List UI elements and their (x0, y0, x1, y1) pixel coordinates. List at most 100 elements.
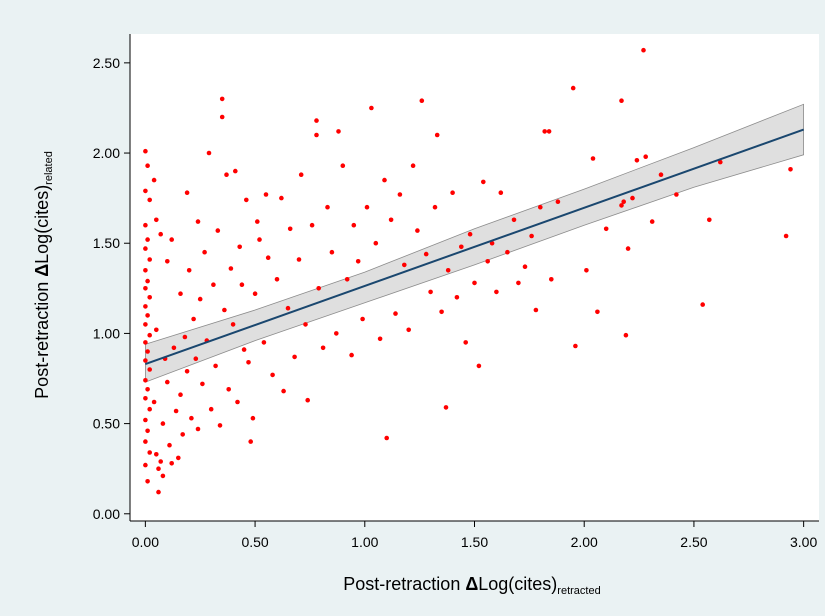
data-point (248, 439, 253, 444)
data-point (783, 233, 789, 239)
data-point (145, 428, 150, 434)
data-point (467, 231, 473, 237)
data-point (237, 244, 242, 250)
data-point (355, 259, 361, 264)
data-point (219, 96, 225, 102)
data-point (224, 172, 229, 177)
data-point (158, 459, 163, 464)
y-axis-title-subscript: related (43, 151, 55, 185)
data-point (443, 405, 449, 410)
data-point (263, 192, 269, 197)
data-point (320, 345, 326, 351)
data-point (522, 264, 528, 270)
data-point (143, 378, 148, 383)
data-point (143, 340, 148, 345)
data-point (145, 163, 150, 168)
data-point (309, 222, 315, 228)
data-point (143, 417, 148, 423)
data-point (397, 192, 403, 197)
data-point (450, 190, 455, 195)
confidence-band (145, 103, 804, 383)
data-point (388, 217, 394, 223)
data-point (707, 217, 712, 223)
x-axis-title-prefix: Post-retraction (343, 574, 465, 594)
data-point (193, 356, 199, 362)
data-point (287, 226, 293, 232)
data-point (235, 399, 240, 405)
data-point (584, 268, 589, 273)
data-point (364, 204, 370, 210)
data-point (180, 432, 185, 437)
data-point (481, 179, 486, 185)
data-point (384, 435, 390, 441)
data-point (410, 163, 416, 168)
data-point (261, 340, 267, 345)
data-point (191, 316, 196, 322)
data-point (344, 277, 350, 282)
data-point (329, 249, 335, 255)
data-point (630, 195, 635, 201)
data-point (219, 114, 225, 120)
data-point (143, 222, 148, 228)
data-point (340, 163, 346, 168)
data-point (215, 228, 221, 233)
x-tick-label: 1.50 (461, 534, 488, 550)
data-point (147, 295, 152, 300)
data-point (143, 439, 148, 444)
y-axis-title-prefix: Post-retraction (32, 277, 52, 399)
data-point (621, 199, 626, 204)
data-point (494, 289, 499, 295)
data-point (325, 204, 330, 210)
data-point (143, 188, 148, 194)
data-point (489, 240, 495, 246)
data-point (305, 397, 311, 403)
data-point (147, 367, 152, 372)
data-point (316, 286, 322, 291)
data-point (674, 192, 679, 197)
data-point (222, 307, 227, 313)
data-point (147, 332, 152, 338)
data-point (143, 322, 148, 327)
x-axis-title-subscript: retracted (557, 585, 600, 597)
data-point (143, 268, 148, 273)
data-point (336, 129, 341, 134)
x-tick-label: 1.00 (351, 534, 378, 550)
data-point (529, 233, 534, 239)
data-point (423, 251, 429, 257)
data-point (151, 399, 157, 405)
data-point (454, 295, 460, 300)
data-point (459, 244, 464, 250)
data-point (415, 228, 420, 233)
data-point (281, 388, 286, 394)
data-point (718, 159, 723, 165)
data-point (349, 352, 354, 358)
data-point (202, 249, 207, 255)
data-point (145, 349, 150, 354)
data-point (143, 148, 148, 154)
data-point (228, 266, 234, 271)
data-point (169, 461, 174, 466)
data-point (428, 289, 433, 295)
data-point (143, 358, 148, 363)
data-point (182, 334, 188, 340)
data-point (147, 406, 152, 412)
data-point (145, 479, 150, 484)
data-point (373, 240, 379, 246)
data-point (158, 231, 163, 237)
data-point (239, 282, 245, 288)
data-point (788, 167, 793, 172)
data-point (463, 340, 469, 345)
data-point (184, 369, 190, 374)
data-point (165, 259, 170, 264)
data-point (485, 259, 491, 264)
data-point (230, 322, 236, 327)
data-point (292, 354, 297, 360)
data-point (303, 322, 308, 327)
data-point (147, 450, 152, 455)
y-tick-label: 2.00 (93, 145, 120, 161)
data-point (570, 85, 576, 91)
y-tick-label: 0.00 (93, 506, 120, 522)
x-tick-label: 2.50 (680, 534, 707, 550)
data-point (241, 347, 247, 352)
